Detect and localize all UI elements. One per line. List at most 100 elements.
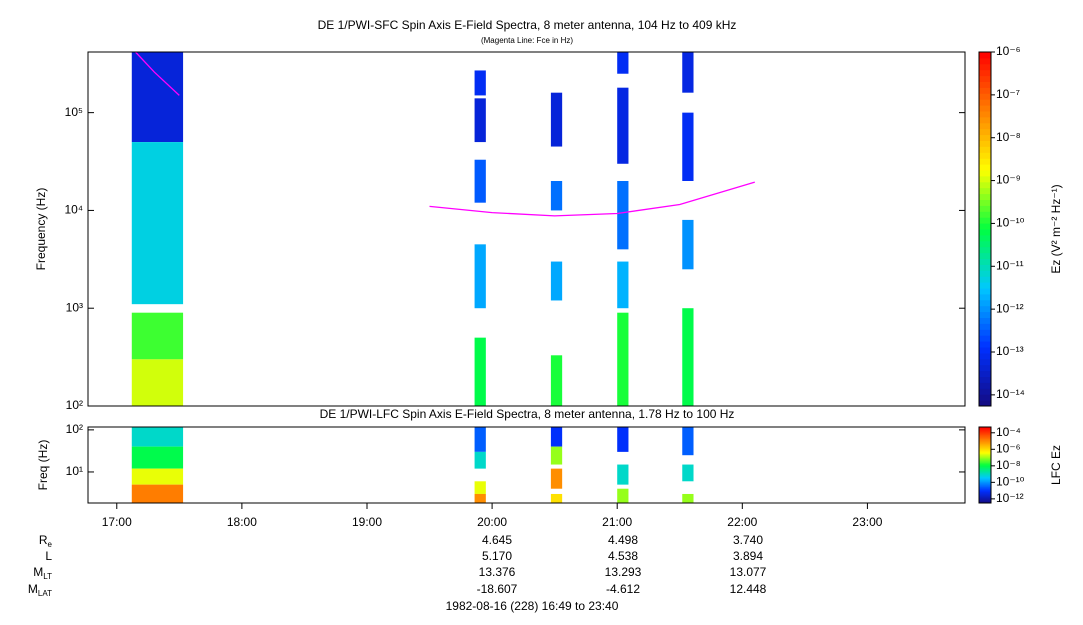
- ephemeris-value: 13.376: [479, 565, 516, 579]
- colorbar-swatch: [979, 364, 991, 372]
- colorbar-swatch: [979, 52, 991, 59]
- colorbar-swatch: [979, 454, 991, 457]
- x-tick-label: 19:00: [352, 515, 382, 529]
- spectrogram-cell: [474, 493, 486, 503]
- colorbar-swatch: [979, 472, 991, 475]
- colorbar-swatch: [979, 427, 991, 429]
- colorbar-swatch: [979, 481, 991, 484]
- spectrogram-cell: [617, 180, 629, 250]
- colorbar-swatch: [979, 99, 991, 106]
- colorbar-swatch: [979, 311, 991, 318]
- spectrogram-cell: [617, 427, 629, 452]
- ephemeris-value: 13.077: [730, 565, 767, 579]
- colorbar-swatch: [979, 487, 991, 490]
- x-tick-label: 17:00: [102, 515, 132, 529]
- spectrogram-cell: [682, 308, 694, 406]
- colorbar-tick-label: 10⁻⁶: [996, 441, 1021, 455]
- colorbar-swatch: [979, 270, 991, 277]
- colorbar-swatch: [979, 447, 991, 450]
- colorbar-swatch: [979, 433, 991, 436]
- colorbar-swatch: [979, 457, 991, 460]
- spectrogram-cell: [131, 359, 184, 406]
- colorbar-swatch: [979, 164, 991, 171]
- plot-frame: [87, 426, 966, 504]
- colorbar-swatch: [979, 323, 991, 330]
- colorbar-swatch: [979, 482, 991, 485]
- colorbar-swatch: [979, 456, 991, 458]
- ephemeris-value: -18.607: [477, 582, 518, 596]
- y-axis-label: Freq (Hz): [36, 440, 50, 491]
- ephemeris-value: 3.740: [733, 533, 763, 547]
- colorbar-swatch: [979, 491, 991, 494]
- colorbar-swatch: [979, 282, 991, 289]
- colorbar-swatch: [979, 497, 991, 500]
- colorbar-swatch: [979, 438, 991, 441]
- colorbar-swatch: [979, 467, 991, 470]
- colorbar-swatch: [979, 111, 991, 118]
- colorbar-swatch: [979, 276, 991, 283]
- colorbar-swatch: [979, 252, 991, 259]
- colorbar-swatch: [979, 69, 991, 77]
- ephemeris-value: 5.170: [482, 549, 512, 563]
- colorbar-swatch: [979, 430, 991, 433]
- plot-frame: [87, 51, 966, 407]
- colorbar-tick-label: 10⁻⁶: [996, 44, 1021, 58]
- colorbar-swatch: [979, 434, 991, 437]
- colorbar-swatch: [979, 442, 991, 444]
- spectrogram-cell: [474, 70, 486, 96]
- x-tick-label: 22:00: [727, 515, 757, 529]
- colorbar-swatch: [979, 352, 991, 360]
- chart-subtitle: (Magenta Line: Fce in Hz): [481, 36, 573, 45]
- colorbar-swatch: [979, 329, 991, 336]
- colorbar-swatch: [979, 499, 991, 501]
- spectrogram-cell: [131, 484, 184, 503]
- y-tick-label: 10²: [66, 422, 83, 436]
- colorbar-swatch: [979, 462, 991, 465]
- colorbar-swatch: [979, 400, 991, 407]
- colorbar-swatch: [979, 193, 991, 200]
- x-tick-label: 23:00: [852, 515, 882, 529]
- colorbar-swatch: [979, 475, 991, 477]
- colorbar-swatch: [979, 480, 991, 482]
- colorbar-swatch: [979, 495, 991, 498]
- spectrogram-cell: [550, 493, 563, 503]
- colorbar-swatch: [979, 459, 991, 462]
- colorbar-swatch: [979, 217, 991, 224]
- colorbar-tick-label: 10⁻⁴: [996, 425, 1021, 439]
- spectrogram-cell: [550, 261, 563, 301]
- colorbar-swatch: [979, 122, 991, 130]
- spectrogram-cell: [474, 451, 486, 469]
- colorbar-swatch: [979, 429, 991, 432]
- colorbar-swatch: [979, 463, 991, 466]
- colorbar-swatch: [979, 358, 991, 366]
- ephemeris-label-sub: LT: [43, 572, 52, 581]
- colorbar-swatch: [979, 476, 991, 479]
- colorbar-swatch: [979, 140, 991, 147]
- colorbar-swatch: [979, 496, 991, 499]
- fce-line: [429, 181, 755, 217]
- colorbar-tick-label: 10⁻⁸: [996, 130, 1021, 144]
- chart-title: DE 1/PWI-SFC Spin Axis E-Field Spectra, …: [318, 18, 737, 32]
- colorbar-swatch: [979, 175, 991, 183]
- colorbar-swatch: [979, 388, 991, 395]
- colorbar-swatch: [979, 370, 991, 377]
- colorbar-swatch: [979, 435, 991, 438]
- colorbar-swatch: [979, 347, 991, 354]
- colorbar-swatch: [979, 500, 991, 503]
- colorbar-swatch: [979, 240, 991, 248]
- colorbar-swatch: [979, 134, 991, 141]
- colorbar-swatch: [979, 234, 991, 242]
- ephemeris-value: 4.498: [608, 533, 638, 547]
- colorbar-tick-label: 10⁻¹¹: [996, 258, 1024, 272]
- colorbar-tick-label: 10⁻¹⁰: [996, 475, 1025, 489]
- ephemeris-label: MLT: [33, 565, 52, 581]
- spectrogram-cell: [131, 52, 184, 143]
- colorbar-swatch: [979, 87, 991, 94]
- colorbar-swatch: [979, 63, 991, 71]
- colorbar-swatch: [979, 439, 991, 442]
- colorbar-swatch: [979, 288, 991, 295]
- colorbar-swatch: [979, 470, 991, 472]
- colorbar-swatch: [979, 443, 991, 446]
- colorbar-swatch: [979, 473, 991, 476]
